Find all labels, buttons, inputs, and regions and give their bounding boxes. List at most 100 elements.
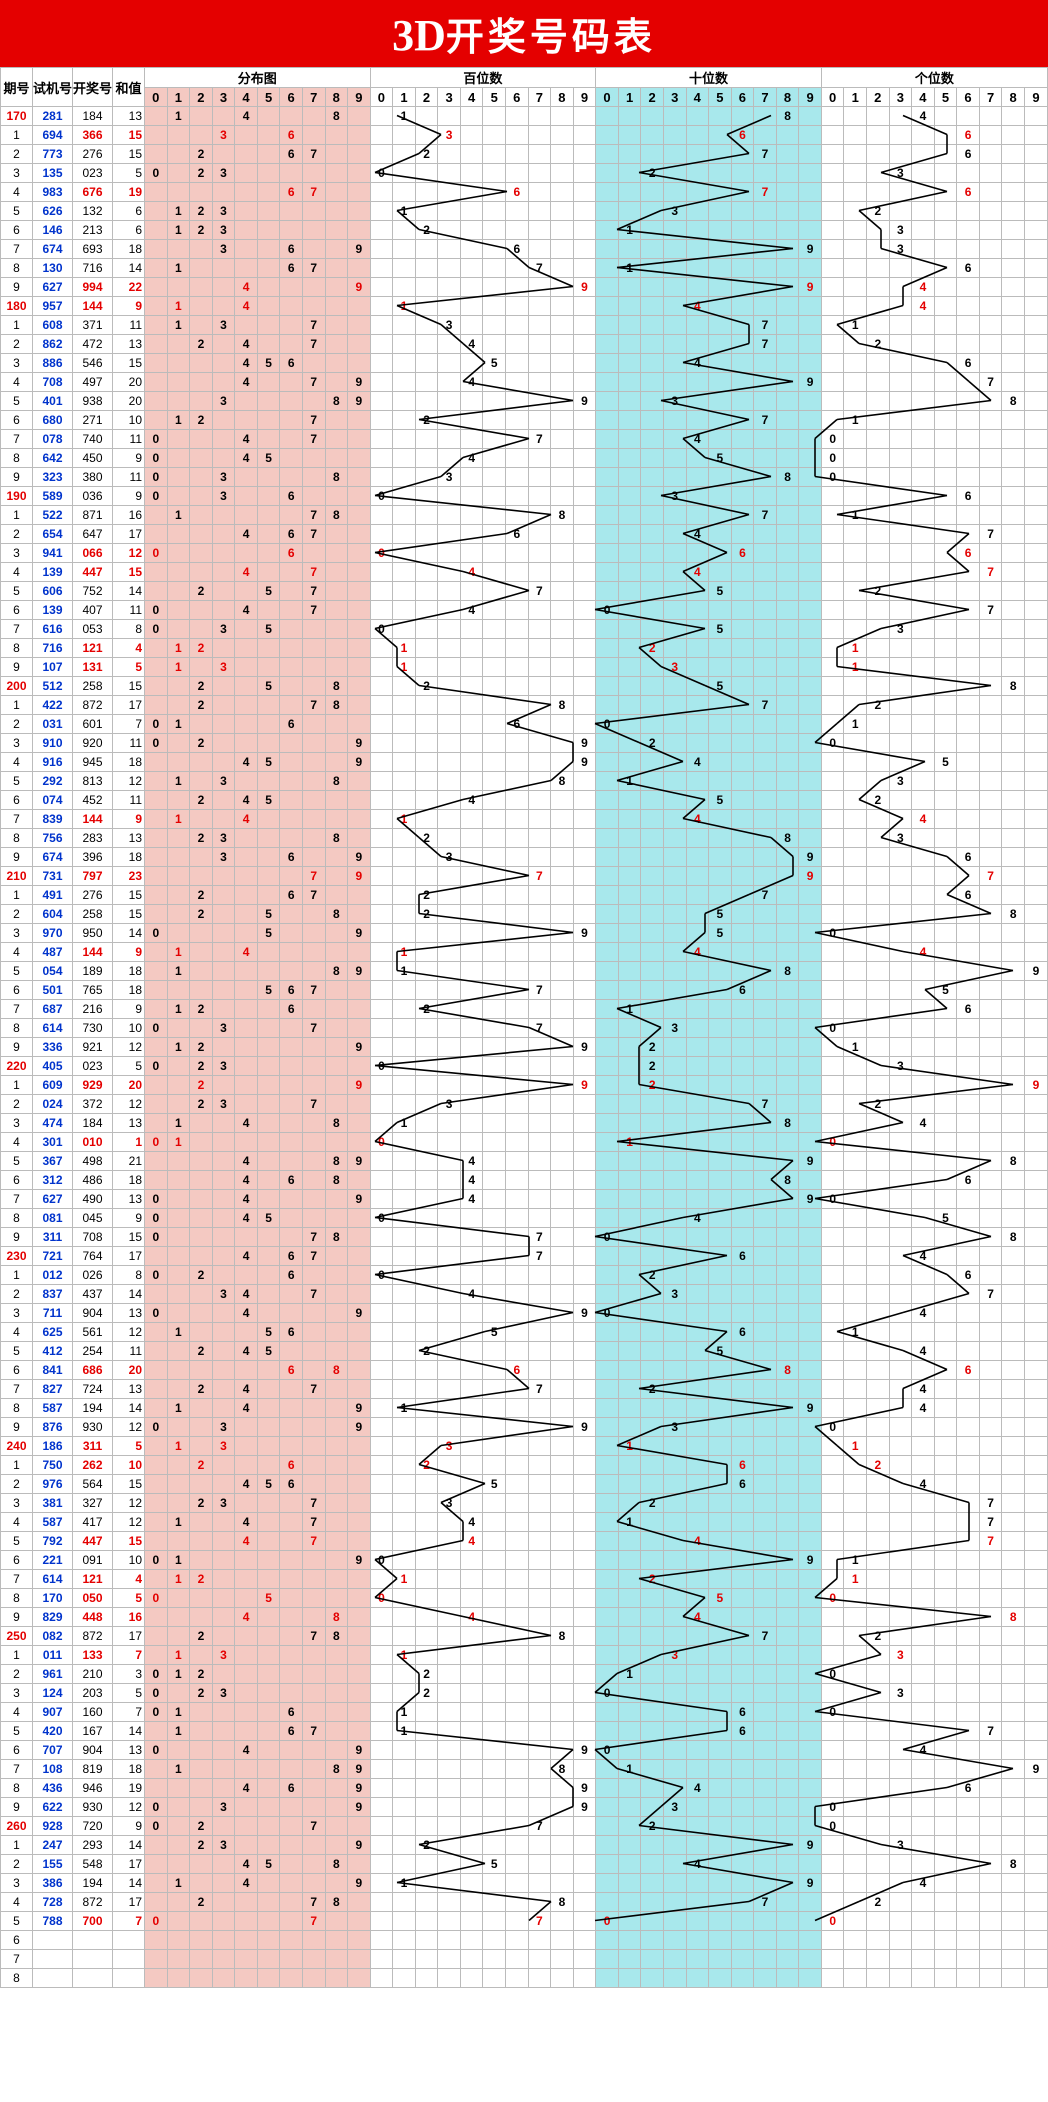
cell-unit <box>821 145 844 164</box>
table-row: 57924471547447 <box>1 1532 1048 1551</box>
cell-ten <box>754 791 777 810</box>
cell-unit <box>889 1475 912 1494</box>
cell-hundred <box>460 126 483 145</box>
cell-ten <box>641 183 664 202</box>
cell-unit <box>934 221 957 240</box>
cell-hundred <box>438 677 461 696</box>
cell-dist <box>325 1133 348 1152</box>
table-row: 397095014059950 <box>1 924 1048 943</box>
cell-unit <box>934 411 957 430</box>
cell-dist <box>235 1722 258 1741</box>
cell-hundred <box>506 1456 529 1475</box>
cell-dist <box>167 620 190 639</box>
cell-dist <box>190 924 213 943</box>
cell-unit <box>867 430 890 449</box>
cell-hundred <box>483 1228 506 1247</box>
cell-dist <box>257 1057 280 1076</box>
cell-ten <box>618 943 641 962</box>
cell-ten: 9 <box>799 1551 822 1570</box>
cell-dist <box>212 1114 235 1133</box>
cell-dist <box>212 1038 235 1057</box>
cell-unit <box>889 601 912 620</box>
cell-test: 910 <box>33 734 73 753</box>
cell-ten <box>663 107 686 126</box>
cell-hundred <box>483 582 506 601</box>
cell-unit <box>821 183 844 202</box>
cell-ten: 8 <box>776 1361 799 1380</box>
cell-hundred <box>438 1779 461 1798</box>
cell-dist <box>325 316 348 335</box>
cell-dist <box>325 1190 348 1209</box>
cell-hundred <box>460 1494 483 1513</box>
cell-win: 561 <box>73 1323 113 1342</box>
cell-dist <box>257 1076 280 1095</box>
cell-ten: 2 <box>641 1570 664 1589</box>
cell-unit <box>821 107 844 126</box>
cell-dist <box>145 240 168 259</box>
cell-unit <box>1024 1095 1047 1114</box>
cell-unit <box>934 943 957 962</box>
cell-dist: 4 <box>235 1475 258 1494</box>
cell-ten <box>641 677 664 696</box>
cell-ten <box>641 1855 664 1874</box>
cell-unit <box>821 1532 844 1551</box>
cell-win: 950 <box>73 924 113 943</box>
cell-hundred <box>370 1684 393 1703</box>
cell-unit: 1 <box>844 1551 867 1570</box>
cell-hundred <box>370 905 393 924</box>
cell-ten <box>641 335 664 354</box>
cell-ten <box>754 1912 777 1931</box>
cell-dist <box>302 1418 325 1437</box>
cell-dist <box>257 715 280 734</box>
cell-hundred <box>483 1665 506 1684</box>
cell-ten <box>686 1931 709 1950</box>
cell-ten <box>731 924 754 943</box>
table-row: 7839144914144 <box>1 810 1048 829</box>
cell-ten <box>709 601 732 620</box>
cell-win: 276 <box>73 145 113 164</box>
cell-unit <box>844 1456 867 1475</box>
cell-hundred <box>483 620 506 639</box>
cell-hundred <box>438 582 461 601</box>
cell-sum: 6 <box>113 221 145 240</box>
cell-period: 2 <box>1 1475 33 1494</box>
cell-unit <box>867 981 890 1000</box>
cell-dist: 4 <box>235 1532 258 1551</box>
cell-dist: 0 <box>145 620 168 639</box>
cell-hundred <box>506 1114 529 1133</box>
cell-ten <box>776 145 799 164</box>
cell-ten <box>641 373 664 392</box>
cell-dist: 6 <box>280 259 303 278</box>
cell-ten <box>596 316 619 335</box>
cell-period: 5 <box>1 1532 33 1551</box>
cell-dist: 7 <box>302 373 325 392</box>
cell-hundred: 9 <box>573 1076 596 1095</box>
table-row: 180957144914144 <box>1 297 1048 316</box>
cell-ten <box>754 392 777 411</box>
cell-sum: 18 <box>113 1171 145 1190</box>
cell-hundred: 5 <box>483 1323 506 1342</box>
cell-ten <box>686 1874 709 1893</box>
cell-unit: 2 <box>867 696 890 715</box>
cell-dist: 1 <box>167 1703 190 1722</box>
table-row: 607445211245452 <box>1 791 1048 810</box>
cell-ten <box>641 867 664 886</box>
cell-hundred <box>460 1095 483 1114</box>
cell-win: 216 <box>73 1000 113 1019</box>
cell-ten: 9 <box>799 848 822 867</box>
cell-unit <box>821 259 844 278</box>
cell-ten <box>776 126 799 145</box>
cell-test: 323 <box>33 468 73 487</box>
cell-dist <box>167 1190 190 1209</box>
cell-hundred <box>460 1000 483 1019</box>
cell-ten <box>596 924 619 943</box>
cell-dist: 4 <box>235 373 258 392</box>
cell-unit <box>1024 1532 1047 1551</box>
cell-dist <box>257 886 280 905</box>
cell-dist <box>348 1969 371 1988</box>
cell-test: 024 <box>33 1095 73 1114</box>
cell-hundred <box>483 1057 506 1076</box>
cell-unit <box>889 1608 912 1627</box>
cell-hundred <box>483 1513 506 1532</box>
cell-dist <box>325 1798 348 1817</box>
